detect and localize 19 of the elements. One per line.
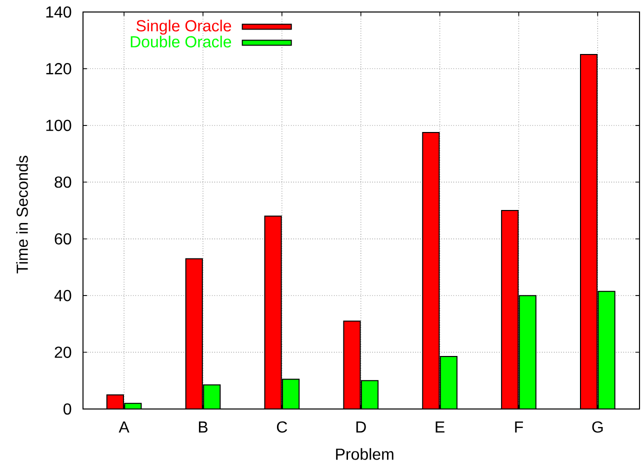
x-tick-label: B — [198, 421, 208, 433]
x-tick-label: A — [118, 421, 130, 433]
legend-label: Double Oracle — [130, 36, 232, 48]
y-axis-title: Time in Seconds — [16, 156, 28, 274]
legend-label: Single Oracle — [136, 20, 232, 35]
y-tick-label: 140 — [46, 6, 72, 18]
y-tick-label: 80 — [54, 176, 72, 188]
y-tick-label: 100 — [46, 120, 72, 132]
x-tick-label: F — [515, 421, 523, 433]
x-tick-label: E — [436, 421, 444, 433]
y-tick-label: 0 — [64, 403, 72, 415]
y-tick-label: 60 — [54, 233, 72, 245]
x-tick-label: D — [356, 421, 366, 433]
y-tick-label: 20 — [54, 346, 72, 358]
x-tick-label: C — [276, 421, 288, 433]
y-tick-label: 40 — [54, 290, 72, 302]
x-tick-label: G — [592, 421, 603, 433]
x-axis-title: Problem — [336, 448, 394, 460]
y-tick-label: 120 — [46, 63, 72, 74]
